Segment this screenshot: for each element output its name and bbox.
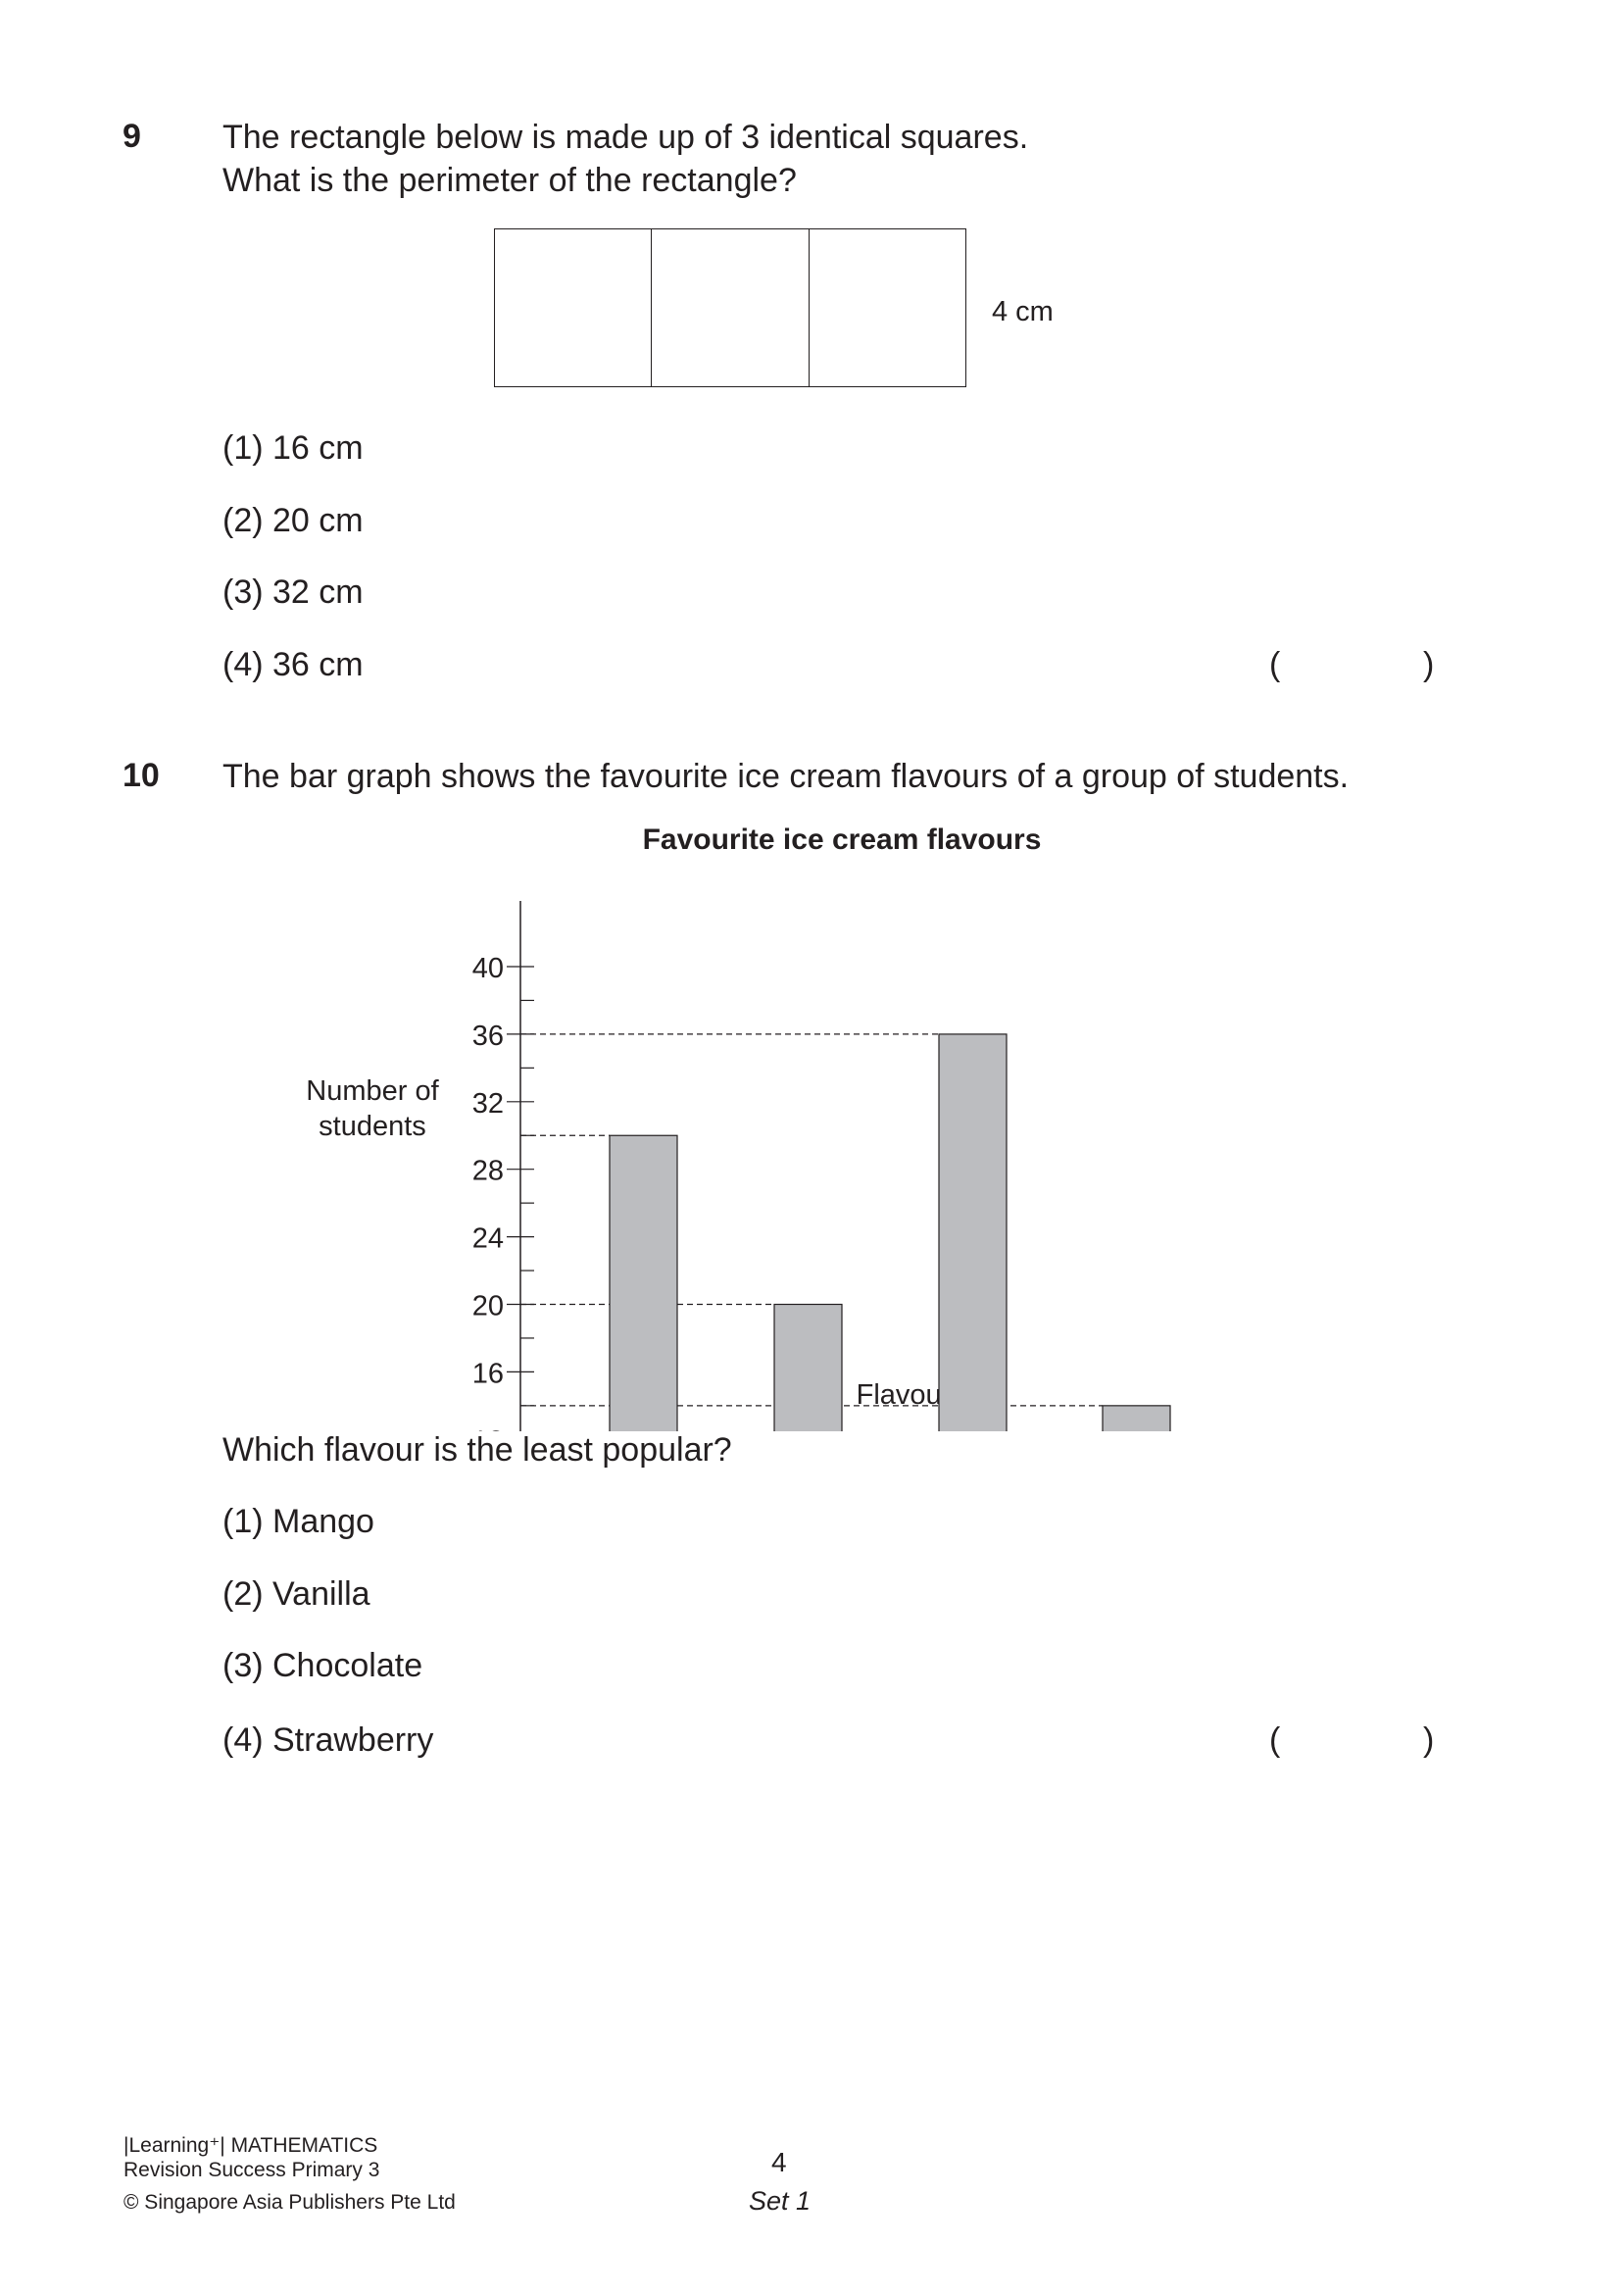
footer-copyright: © Singapore Asia Publishers Pte Ltd — [123, 2191, 456, 2214]
y-tick-label: 12 — [472, 1425, 504, 1431]
set-label: Set 1 — [749, 2186, 812, 2216]
y-tick-label: 16 — [472, 1358, 504, 1389]
q10-answer-open-paren: ( — [1269, 1721, 1281, 1759]
bar-vanilla — [773, 1303, 843, 1431]
q10-option-3[interactable]: (3) Chocolate — [222, 1647, 423, 1684]
side-length-label: 4 cm — [992, 296, 1054, 327]
chart-title: Favourite ice cream flavours — [643, 823, 1042, 856]
q9-option-3[interactable]: (3) 32 cm — [222, 574, 364, 611]
question-10-line-1: The bar graph shows the favourite ice cr… — [222, 758, 1350, 795]
q9-answer-open-paren: ( — [1269, 646, 1281, 683]
q9-option-4[interactable]: (4) 36 cm — [222, 646, 364, 683]
q10-option-2[interactable]: (2) Vanilla — [222, 1575, 370, 1613]
y-axis-label-line-1: Number of — [306, 1075, 439, 1107]
y-tick-label: 28 — [472, 1156, 504, 1187]
y-tick-label: 24 — [472, 1223, 504, 1255]
bar-mango — [1102, 1405, 1171, 1431]
bar-chocolate — [609, 1134, 678, 1431]
question-10-prompt: Which flavour is the least popular? — [222, 1431, 732, 1469]
bar-strawberry — [938, 1033, 1008, 1431]
question-9-number: 9 — [123, 118, 141, 155]
y-tick-label: 20 — [472, 1291, 504, 1322]
y-axis-label-line-2: students — [319, 1111, 426, 1142]
square-2 — [652, 229, 810, 386]
footer-book-title: Revision Success Primary 3 — [123, 2159, 380, 2181]
page-number: 4 — [771, 2147, 787, 2177]
bar-chart: Favourite ice cream flavours Number of s… — [306, 823, 1171, 1431]
y-tick-label: 36 — [472, 1021, 504, 1052]
footer-series: |Learning⁺| MATHEMATICS — [123, 2134, 378, 2157]
q9-option-2[interactable]: (2) 20 cm — [222, 502, 364, 539]
q9-option-1[interactable]: (1) 16 cm — [222, 429, 364, 467]
square-1 — [495, 229, 653, 386]
three-squares-rectangle — [494, 228, 966, 387]
q10-option-4[interactable]: (4) Strawberry — [222, 1721, 434, 1759]
q10-answer-close-paren: ) — [1423, 1721, 1435, 1759]
y-tick-label: 40 — [472, 953, 504, 984]
question-9-line-2: What is the perimeter of the rectangle? — [222, 162, 797, 199]
question-9-line-1: The rectangle below is made up of 3 iden… — [222, 119, 1029, 156]
q9-answer-close-paren: ) — [1423, 646, 1435, 683]
q10-option-1[interactable]: (1) Mango — [222, 1503, 374, 1540]
y-tick-label: 32 — [472, 1088, 504, 1120]
question-10-number: 10 — [123, 757, 160, 794]
